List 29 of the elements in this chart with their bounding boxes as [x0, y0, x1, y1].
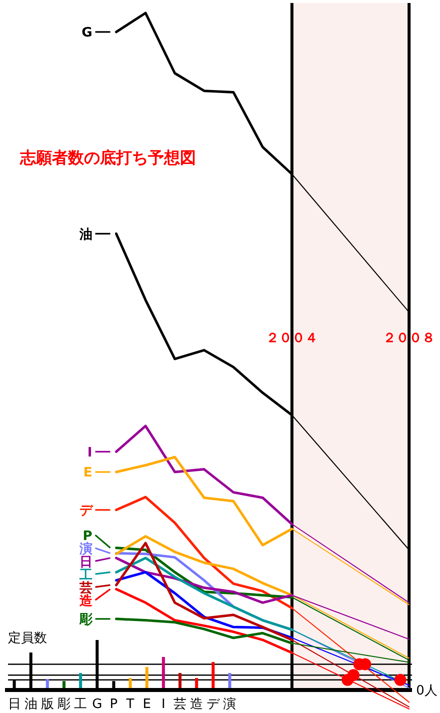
legend-label: 造: [78, 594, 94, 609]
x-tick-label: ２００４: [266, 331, 318, 346]
x-tick-label: 版: [40, 697, 54, 712]
chart-title: 定員数: [8, 631, 47, 646]
x-tick-label: P: [110, 697, 118, 712]
legend-label: E: [83, 466, 92, 481]
x-tick-label: T: [125, 697, 134, 712]
x-tick-label: 油: [24, 697, 38, 712]
x-tick-label: デ: [206, 697, 221, 712]
x-tick-label: I: [162, 697, 166, 712]
x-tick-label: 芸: [174, 697, 186, 712]
x-tick-label: 日: [8, 697, 21, 712]
legend-label: G: [82, 26, 92, 41]
x-tick-label: 彫: [58, 697, 70, 712]
annotation: 0人: [416, 684, 438, 699]
x-tick-label: 造: [190, 697, 204, 712]
legend-label: 芸: [78, 580, 92, 596]
x-tick-label: 演: [223, 697, 236, 712]
x-tick-label: E: [142, 697, 151, 712]
legend-label: 油: [78, 227, 92, 242]
x-tick-label: G: [92, 697, 102, 712]
legend-label: デ: [79, 504, 94, 519]
text: 志願者数の底打ち予想図: [19, 148, 196, 167]
legend-label: 日: [79, 554, 92, 570]
legend-label: I: [87, 445, 92, 460]
x-tick-label: ２００８: [383, 331, 436, 346]
x-tick-label: 工: [74, 697, 88, 712]
legend-label: 演: [78, 540, 92, 557]
legend-label: 彫: [78, 612, 94, 628]
